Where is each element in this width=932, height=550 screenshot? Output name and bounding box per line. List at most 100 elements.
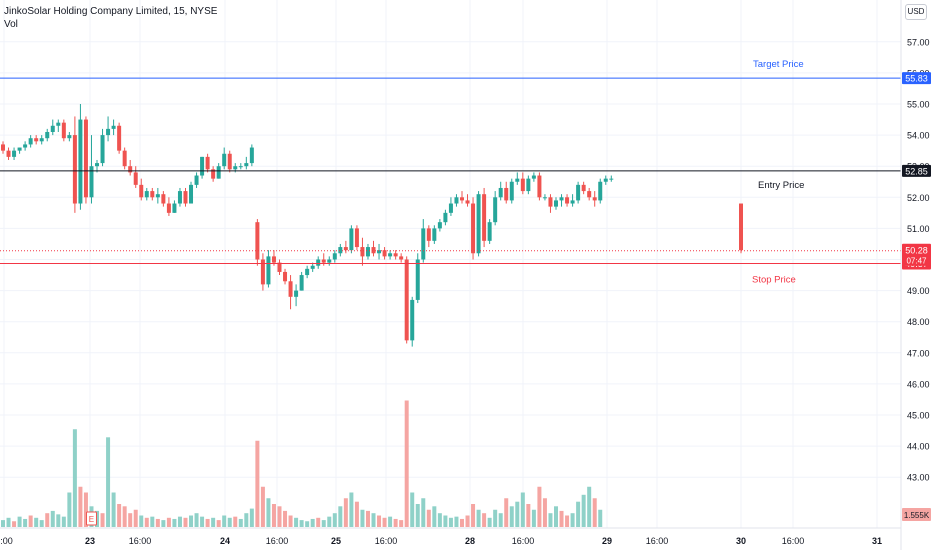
volume-bar bbox=[526, 504, 531, 527]
volume-bar bbox=[476, 509, 481, 527]
volume-bar bbox=[277, 506, 282, 527]
candle-down bbox=[166, 203, 171, 213]
volume-bar bbox=[448, 517, 453, 527]
candle-up bbox=[531, 175, 536, 179]
volume-bar bbox=[288, 515, 293, 527]
candle-down bbox=[72, 135, 77, 204]
volume-bar bbox=[576, 501, 581, 527]
candle-down bbox=[371, 247, 376, 254]
time-tick-label: 30 bbox=[736, 536, 746, 546]
candle-up bbox=[437, 222, 442, 229]
volume-bar bbox=[266, 498, 271, 527]
countdown-label: 07:47 bbox=[906, 256, 927, 265]
volume-indicator-label: Vol bbox=[4, 19, 18, 30]
candle-down bbox=[399, 256, 404, 260]
candle-up bbox=[111, 125, 116, 129]
candle-down bbox=[139, 184, 144, 198]
candles bbox=[1, 104, 743, 347]
candle-down bbox=[183, 191, 188, 204]
currency-button[interactable]: USD bbox=[905, 4, 927, 20]
volume-bar bbox=[321, 520, 326, 527]
candle-down bbox=[548, 197, 553, 207]
volume-bar bbox=[260, 486, 265, 527]
volume-bar bbox=[399, 520, 404, 527]
candle-down bbox=[133, 172, 138, 185]
candle-up bbox=[266, 256, 271, 285]
candle-down bbox=[565, 197, 570, 204]
volume-bar bbox=[432, 506, 437, 527]
volume-bar bbox=[437, 513, 442, 527]
candle-down bbox=[255, 222, 260, 260]
candle-up bbox=[316, 259, 321, 266]
volume-bar bbox=[520, 492, 525, 527]
volume-bar bbox=[12, 521, 17, 527]
candle-down bbox=[471, 203, 476, 254]
price-line-label: Entry Price bbox=[758, 180, 804, 191]
volume-bar bbox=[565, 515, 570, 527]
volume-bar bbox=[72, 429, 77, 527]
candle-up bbox=[56, 122, 61, 126]
volume-bar bbox=[133, 509, 138, 527]
candle-down bbox=[581, 184, 586, 192]
volume-bar bbox=[233, 516, 238, 527]
price-line-badge-label: 55.83 bbox=[905, 74, 928, 84]
candle-up bbox=[570, 200, 575, 204]
volume-bar bbox=[222, 515, 227, 527]
volume-bar bbox=[382, 517, 387, 527]
price-tick-label: 54.00 bbox=[907, 131, 930, 141]
volume-bar bbox=[238, 518, 243, 527]
volume-bar bbox=[316, 517, 321, 527]
volume-bar bbox=[482, 513, 487, 527]
candle-up bbox=[177, 191, 182, 204]
volume-bar bbox=[183, 517, 188, 527]
candle-up bbox=[172, 203, 177, 213]
price-lines: Target Price Entry Price Stop Price bbox=[0, 59, 901, 286]
candle-up bbox=[67, 135, 72, 139]
candle-down bbox=[343, 247, 348, 251]
volume-bar bbox=[205, 518, 210, 527]
time-tick-label: 16:00 bbox=[129, 536, 152, 546]
candle-down bbox=[288, 281, 293, 297]
candle-down bbox=[592, 197, 597, 201]
volume-bar bbox=[155, 518, 160, 527]
volume-bar bbox=[122, 506, 127, 527]
candle-up bbox=[305, 268, 310, 276]
price-tick-label: 43.00 bbox=[907, 473, 930, 483]
volume-bar bbox=[305, 521, 310, 527]
candle-up bbox=[498, 187, 503, 198]
candle-up bbox=[28, 138, 33, 145]
candle-up bbox=[78, 119, 83, 204]
candle-up bbox=[106, 128, 111, 136]
volume-bar bbox=[393, 518, 398, 527]
candle-up bbox=[598, 181, 603, 201]
candle-up bbox=[249, 147, 254, 164]
candle-up bbox=[443, 212, 448, 223]
candle-down bbox=[260, 259, 265, 285]
volume-bar bbox=[34, 517, 39, 527]
volume-bar bbox=[592, 498, 597, 527]
candle-up bbox=[95, 163, 100, 167]
candle-up bbox=[45, 131, 50, 139]
volume-bar bbox=[570, 513, 575, 527]
volume-bar bbox=[542, 498, 547, 527]
candle-down bbox=[360, 247, 365, 257]
time-tick-label: 29 bbox=[602, 536, 612, 546]
time-tick-label: 16:00 bbox=[266, 536, 289, 546]
volume-bar bbox=[6, 517, 11, 527]
volume-bar bbox=[177, 516, 182, 527]
candle-down bbox=[271, 256, 276, 263]
price-tick-label: 51.00 bbox=[907, 224, 930, 234]
price-tick-label: 57.00 bbox=[907, 37, 930, 47]
volume-bar bbox=[454, 516, 459, 527]
candle-up bbox=[310, 265, 315, 269]
volume-bar bbox=[200, 516, 205, 527]
time-tick-label: 28 bbox=[465, 536, 475, 546]
price-line-label: Target Price bbox=[753, 59, 804, 70]
volume-bar bbox=[421, 498, 426, 527]
time-tick-label: 16:00 bbox=[512, 536, 535, 546]
candle-down bbox=[211, 169, 216, 179]
volume-bar bbox=[283, 510, 288, 527]
